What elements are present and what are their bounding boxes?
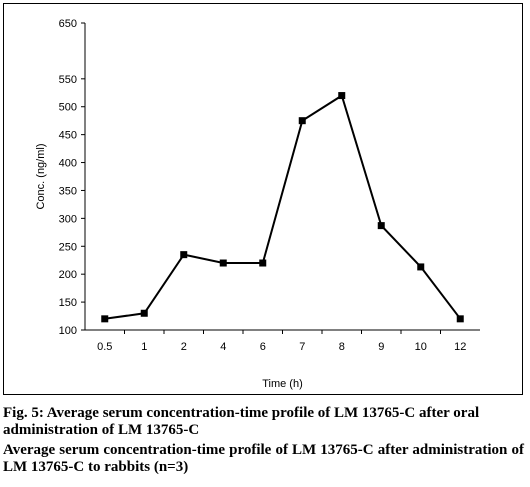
data-point-marker (456, 315, 464, 323)
x-tick-label: 12 (454, 341, 466, 353)
data-point-marker (298, 117, 306, 125)
data-point-marker (219, 259, 227, 267)
x-tick-label: 8 (339, 341, 345, 353)
chart-frame: 0.5 1 2 4 6 7 8 9 10 12 100 150 200 250 300 350 400 450 5… (3, 3, 523, 395)
y-tick-label: 550 (59, 74, 77, 86)
data-point-marker (180, 251, 188, 259)
x-tick-label: 1 (141, 341, 147, 353)
data-point-marker (377, 222, 385, 230)
y-tick-label: 350 (59, 185, 77, 197)
y-tick-label: 650 (59, 18, 77, 30)
x-axis-ticks: 0.5 1 2 4 6 7 8 9 10 12 (97, 330, 466, 353)
data-point-marker (417, 263, 425, 271)
figure-caption-title: Fig. 5: Average serum concentration-time… (3, 405, 480, 438)
series-markers (101, 92, 464, 323)
line-chart: 0.5 1 2 4 6 7 8 9 10 12 1001502002503003504004505… (35, 18, 480, 390)
y-tick-label: 100 (59, 325, 77, 337)
x-tick-label: 0.5 (97, 341, 112, 353)
y-tick-label: 250 (59, 241, 77, 253)
series-line (104, 94, 462, 320)
y-axis-title: Conc. (ng/ml) (35, 143, 47, 209)
figure-caption-note: Average serum concentration-time profile… (3, 442, 524, 475)
data-point-marker (259, 259, 267, 267)
data-point-marker (101, 315, 109, 323)
y-tick-label: 150 (59, 297, 77, 309)
x-tick-label: 7 (299, 341, 305, 353)
y-tick-label: 450 (59, 130, 77, 142)
x-tick-label: 10 (415, 341, 427, 353)
y-tick-label: 400 (59, 158, 77, 170)
data-point-marker (140, 309, 148, 317)
x-tick-label: 9 (378, 341, 384, 353)
data-point-marker (338, 92, 346, 100)
x-tick-label: 4 (220, 341, 226, 353)
y-tick-label: 200 (59, 269, 77, 281)
x-axis-title: Time (h) (262, 378, 303, 390)
y-tick-label: 500 (59, 102, 77, 114)
x-tick-label: 6 (260, 341, 266, 353)
x-tick-label: 2 (181, 341, 187, 353)
y-axis-ticks: 100 150 200 250 300 350 400 450 500 550 650 (59, 18, 85, 337)
y-tick-label: 300 (59, 213, 77, 225)
chart-axes (84, 23, 480, 331)
